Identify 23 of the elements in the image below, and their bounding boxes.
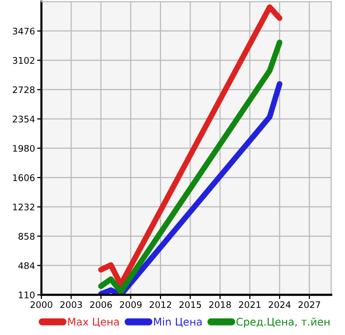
y-tick-label: 2728 xyxy=(12,86,35,94)
x-tick-label: 2012 xyxy=(150,301,172,308)
x-tick-label: 2018 xyxy=(209,301,231,308)
y-tick-label: 2354 xyxy=(12,116,35,122)
y-tick-label: 858 xyxy=(18,232,35,240)
x-tick-label: 2024 xyxy=(268,301,291,308)
x-tick-label: 2003 xyxy=(60,301,82,308)
x-tick-label: 2027 xyxy=(298,301,320,308)
y-tick-label: 3102 xyxy=(12,57,34,64)
x-tick-label: 2006 xyxy=(90,301,112,308)
legend-label: Сред.Цена, т.йен xyxy=(236,318,330,328)
x-tick-label: 2009 xyxy=(120,301,142,308)
y-tick-label: 1232 xyxy=(13,204,34,210)
legend-label: Min Цена xyxy=(154,318,202,328)
x-tick-label: 2021 xyxy=(238,301,260,308)
y-tick-label: 1980 xyxy=(13,144,35,152)
x-tick-label: 2000 xyxy=(30,301,52,308)
legend-label: Max Цена xyxy=(68,318,119,328)
x-tick-label: 2015 xyxy=(179,301,201,308)
y-tick-label: 484 xyxy=(18,262,35,270)
y-tick-label: 3476 xyxy=(12,28,35,35)
y-tick-label: 1606 xyxy=(13,174,35,182)
y-tick-label: 110 xyxy=(18,292,35,298)
